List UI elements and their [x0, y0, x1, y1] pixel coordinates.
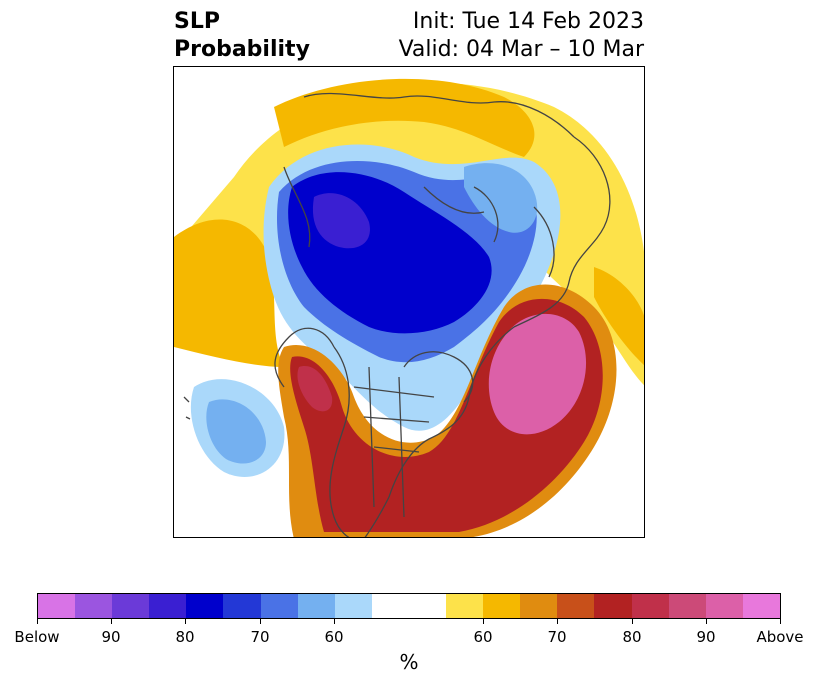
colorbar-segment — [38, 594, 76, 618]
colorbar-tick — [483, 619, 484, 624]
colorbar-segment — [446, 594, 484, 618]
colorbar-segment — [705, 594, 743, 618]
colorbar-tick-label: 80 — [175, 628, 195, 646]
below-90-region — [312, 193, 370, 249]
colorbar-segment — [186, 594, 224, 618]
colorbar-tick-label: 60 — [473, 628, 493, 646]
colorbar-segment — [149, 594, 187, 618]
colorbar-tick — [334, 619, 335, 624]
title-variable: SLP — [174, 9, 220, 34]
colorbar-segment — [112, 594, 150, 618]
colorbar-units: % — [399, 650, 419, 674]
colorbar — [37, 593, 781, 619]
colorbar-tick — [37, 619, 38, 624]
forecast-dates: Init: Tue 14 Feb 2023 Valid: 04 Mar – 10… — [399, 8, 644, 64]
below-blob-right — [464, 163, 538, 233]
polar-map-svg — [174, 67, 644, 537]
colorbar-tick-label: 90 — [101, 628, 121, 646]
colorbar-tick-label: 60 — [324, 628, 344, 646]
colorbar-tick — [185, 619, 186, 624]
colorbar-tick — [557, 619, 558, 624]
coastlines — [183, 92, 611, 537]
above-70-left — [174, 219, 284, 367]
colorbar-segment — [75, 594, 113, 618]
map-title: SLP Probability — [174, 8, 310, 64]
above-90-region — [488, 313, 587, 435]
probability-map — [173, 66, 645, 538]
colorbar-segment — [223, 594, 261, 618]
colorbar-tick-label: 70 — [250, 628, 270, 646]
colorbar-segment — [334, 594, 372, 618]
colorbar-segment — [520, 594, 558, 618]
colorbar-tick-label: 90 — [696, 628, 716, 646]
colorbar-tick-label: Below — [14, 628, 60, 646]
colorbar-tick — [632, 619, 633, 624]
colorbar-segment — [408, 594, 447, 618]
colorbar-segment — [371, 594, 409, 618]
colorbar-segment — [742, 594, 780, 618]
colorbar-segment — [557, 594, 595, 618]
colorbar-tick — [111, 619, 112, 624]
colorbar-tick-label: 70 — [547, 628, 567, 646]
colorbar-segment — [483, 594, 521, 618]
above-70-top — [274, 78, 535, 157]
colorbar-tick — [706, 619, 707, 624]
above-60-region — [174, 83, 644, 387]
colorbar-segment — [631, 594, 669, 618]
title-product: Probability — [174, 37, 310, 62]
above-70-right — [594, 267, 644, 367]
colorbar-segment — [594, 594, 632, 618]
colorbar-segment — [260, 594, 298, 618]
colorbar-tick-label: Above — [756, 628, 804, 646]
colorbar-tick — [260, 619, 261, 624]
below-pacific-core — [206, 399, 266, 464]
above-90-west — [297, 366, 333, 412]
valid-range: Valid: 04 Mar – 10 Mar — [398, 37, 644, 62]
colorbar-tick — [780, 619, 781, 624]
colorbar-segment — [668, 594, 706, 618]
colorbar-tick-label: 80 — [622, 628, 642, 646]
colorbar-segment — [297, 594, 335, 618]
init-date: Init: Tue 14 Feb 2023 — [412, 9, 644, 34]
